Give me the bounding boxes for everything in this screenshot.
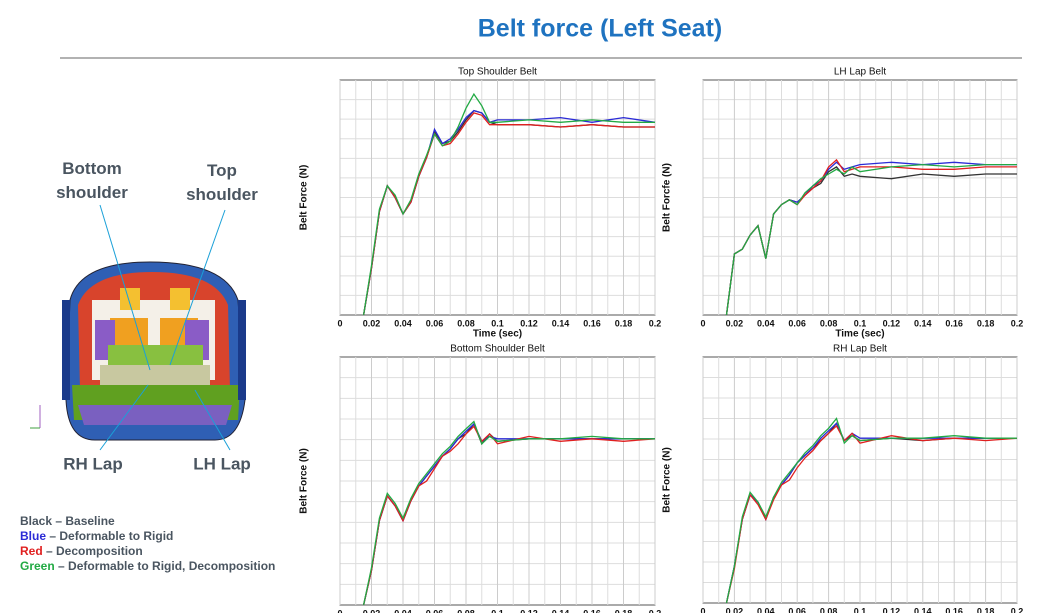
x-tick-label: 0.1 bbox=[854, 318, 867, 328]
annotation: LH Lap bbox=[193, 454, 251, 473]
x-tick-label: 0.08 bbox=[457, 608, 475, 613]
legend-entry: Green – Deformable to Rigid, Decompositi… bbox=[20, 559, 275, 573]
legend-entry: Black – Baseline bbox=[20, 514, 115, 528]
x-tick-label: 0.1 bbox=[491, 608, 504, 613]
x-tick-label: 0.08 bbox=[820, 606, 838, 613]
x-tick-label: 0.12 bbox=[520, 318, 538, 328]
x-tick-label: 0.2 bbox=[1011, 606, 1024, 613]
x-tick-label: 0.06 bbox=[426, 608, 444, 613]
x-tick-label: 0.12 bbox=[883, 606, 901, 613]
x-tick-label: 0.08 bbox=[820, 318, 838, 328]
x-tick-label: 0.14 bbox=[914, 606, 932, 613]
x-tick-label: 0.04 bbox=[394, 608, 412, 613]
x-tick-label: 0.2 bbox=[649, 318, 662, 328]
y-axis-label: Belt Force (N) bbox=[662, 447, 673, 513]
legend-color-name: Black bbox=[20, 514, 52, 528]
x-tick-label: 0.18 bbox=[977, 606, 995, 613]
x-tick-label: 0.2 bbox=[1011, 318, 1024, 328]
x-tick-label: 0.18 bbox=[977, 318, 995, 328]
annotation: RH Lap bbox=[63, 454, 123, 473]
legend-description: – Decomposition bbox=[43, 544, 143, 558]
x-axis-label: Time (sec) bbox=[835, 329, 884, 340]
legend-color-name: Blue bbox=[20, 529, 46, 543]
slide: Belt force (Left Seat) Bottomshoulder To… bbox=[0, 0, 1041, 613]
x-tick-label: 0.12 bbox=[520, 608, 538, 613]
x-tick-label: 0.12 bbox=[883, 318, 901, 328]
x-tick-label: 0.16 bbox=[945, 606, 963, 613]
x-tick-label: 0.06 bbox=[788, 606, 806, 613]
y-axis-label: Belt Forcfe (N) bbox=[662, 163, 673, 232]
legend-color-name: Red bbox=[20, 544, 43, 558]
x-tick-label: 0.16 bbox=[945, 318, 963, 328]
chart-title: RH Lap Belt bbox=[833, 344, 887, 355]
y-axis-label: Belt Force (N) bbox=[299, 165, 310, 231]
x-tick-label: 0 bbox=[700, 606, 705, 613]
y-axis-label: Belt Force (N) bbox=[299, 448, 310, 514]
x-tick-label: 0.02 bbox=[726, 318, 744, 328]
legend-entry: Blue – Deformable to Rigid bbox=[20, 529, 173, 543]
legend-color-name: Green bbox=[20, 559, 55, 573]
legend-description: – Baseline bbox=[52, 514, 115, 528]
x-tick-label: 0.18 bbox=[615, 608, 633, 613]
x-tick-label: 0.08 bbox=[457, 318, 475, 328]
x-tick-label: 0.16 bbox=[583, 318, 601, 328]
chart-title: Top Shoulder Belt bbox=[458, 67, 537, 78]
x-axis-label: Time (sec) bbox=[473, 329, 522, 340]
x-tick-label: 0.14 bbox=[914, 318, 932, 328]
x-tick-label: 0.1 bbox=[854, 606, 867, 613]
x-tick-label: 0.18 bbox=[615, 318, 633, 328]
x-tick-label: 0 bbox=[337, 608, 342, 613]
x-tick-label: 0.02 bbox=[726, 606, 744, 613]
x-tick-label: 0.2 bbox=[649, 608, 662, 613]
x-tick-label: 0 bbox=[700, 318, 705, 328]
x-tick-label: 0.02 bbox=[363, 318, 381, 328]
x-tick-label: 0.06 bbox=[426, 318, 444, 328]
x-tick-label: 0.02 bbox=[363, 608, 381, 613]
x-tick-label: 0 bbox=[337, 318, 342, 328]
x-tick-label: 0.04 bbox=[757, 606, 775, 613]
x-tick-label: 0.14 bbox=[552, 318, 570, 328]
chart-title: Bottom Shoulder Belt bbox=[450, 344, 545, 355]
chart-title: LH Lap Belt bbox=[834, 67, 886, 78]
x-tick-label: 0.16 bbox=[583, 608, 601, 613]
x-tick-label: 0.06 bbox=[788, 318, 806, 328]
x-tick-label: 0.1 bbox=[491, 318, 504, 328]
x-tick-label: 0.04 bbox=[394, 318, 412, 328]
x-tick-label: 0.14 bbox=[552, 608, 570, 613]
legend-description: – Deformable to Rigid, Decomposition bbox=[55, 559, 276, 573]
legend-entry: Red – Decomposition bbox=[20, 544, 143, 558]
x-tick-label: 0.04 bbox=[757, 318, 775, 328]
slide-title: Belt force (Left Seat) bbox=[478, 15, 722, 43]
legend-description: – Deformable to Rigid bbox=[46, 529, 173, 543]
